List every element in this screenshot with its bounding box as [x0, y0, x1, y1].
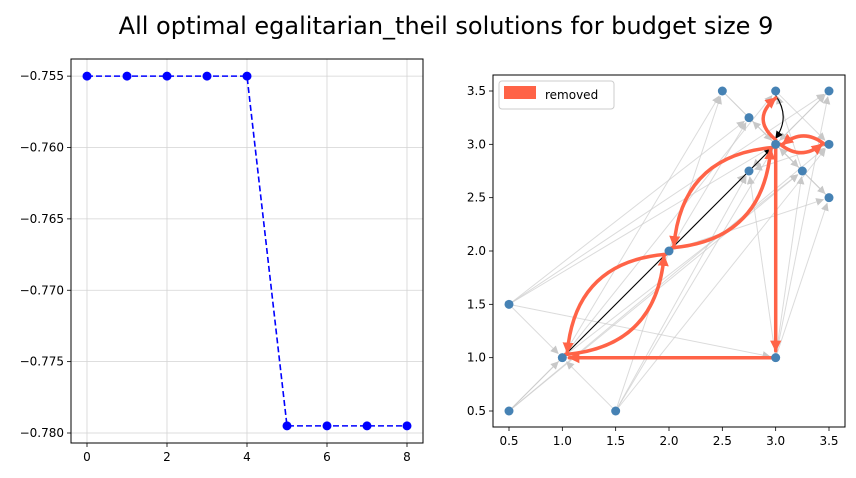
- data-point: [122, 71, 132, 81]
- removed-edge: [563, 254, 669, 357]
- right-axes-frame: [492, 74, 846, 428]
- network-node: [504, 406, 514, 416]
- x-tick-label: 3.0: [766, 434, 785, 448]
- left-ticks: 0 2 4 6 8 −0.755 −0.760 −0.765 −0.770 −0.775 −0.78…: [20, 69, 411, 464]
- y-tick-label: 3.0: [467, 137, 486, 151]
- gray-edge: [511, 307, 559, 354]
- removed-edge: [562, 252, 668, 355]
- data-point: [322, 421, 332, 431]
- x-tick-label: 4: [243, 450, 251, 464]
- data-point: [362, 421, 372, 431]
- removed-edge: [669, 145, 775, 248]
- network-node: [504, 299, 514, 309]
- network-node: [771, 86, 781, 96]
- data-point: [202, 71, 212, 81]
- y-tick-label: −0.765: [20, 212, 64, 226]
- x-tick-label: 2.5: [713, 434, 732, 448]
- x-tick-label: 2: [163, 450, 171, 464]
- network-node: [824, 86, 834, 96]
- black-edge: [775, 95, 784, 139]
- gray-edge: [565, 174, 799, 356]
- y-tick-label: 0.5: [467, 404, 486, 418]
- network-node: [744, 113, 754, 123]
- left-axes-frame: [70, 58, 424, 444]
- gray-edge: [775, 176, 805, 354]
- network-node: [717, 86, 727, 96]
- x-tick-label: 1.5: [606, 434, 625, 448]
- removed-edge: [780, 133, 827, 147]
- gray-edge: [512, 93, 825, 303]
- network-node: [824, 193, 834, 203]
- line-series: [82, 71, 412, 431]
- data-point: [82, 71, 92, 81]
- gray-edge: [778, 93, 826, 141]
- x-tick-label: 0: [83, 450, 91, 464]
- x-tick-label: 3.5: [819, 434, 838, 448]
- network-chart: 0.5 1.0 1.5 2.0 2.5 3.0 3.5 0.5 1.0 1.5 2.0 2.5 3.0 3…: [467, 74, 846, 448]
- network-node: [664, 246, 674, 256]
- gray-edge: [776, 202, 829, 354]
- y-tick-label: −0.780: [20, 426, 64, 440]
- gray-edge: [673, 198, 825, 251]
- x-tick-label: 0.5: [499, 434, 518, 448]
- gray-edge: [670, 122, 747, 248]
- series-line: [87, 75, 407, 427]
- y-tick-label: 2.0: [467, 244, 486, 258]
- y-tick-label: 3.5: [467, 84, 486, 98]
- gray-edge: [566, 361, 613, 409]
- black-edges: [565, 95, 784, 355]
- network-node: [744, 166, 754, 176]
- y-tick-label: −0.755: [20, 69, 64, 83]
- removed-edge: [761, 96, 778, 142]
- y-tick-label: −0.770: [20, 283, 64, 297]
- x-tick-label: 6: [323, 450, 331, 464]
- legend: removed: [498, 80, 615, 110]
- network-node: [611, 406, 621, 416]
- gray-edge: [564, 95, 720, 355]
- y-tick-label: −0.775: [20, 355, 64, 369]
- gray-edge: [512, 120, 745, 302]
- left-grid: [71, 59, 423, 443]
- network-node: [797, 166, 807, 176]
- x-tick-label: 8: [403, 450, 411, 464]
- gray-edge: [617, 175, 747, 408]
- figure-title: All optimal egalitarian_theil solutions …: [119, 12, 774, 40]
- gray-edge: [512, 147, 826, 409]
- legend-swatch-removed: [504, 86, 536, 99]
- right-ticks: 0.5 1.0 1.5 2.0 2.5 3.0 3.5 0.5 1.0 1.5 2.0 2.5 3.0 3…: [467, 84, 839, 448]
- data-point: [402, 421, 412, 431]
- line-chart: 0 2 4 6 8 −0.755 −0.760 −0.765 −0.770 −0.775 −0.78…: [20, 58, 424, 464]
- gray-edge: [564, 95, 773, 355]
- network-node: [824, 139, 834, 149]
- removed-edge: [670, 147, 776, 250]
- x-tick-label: 1.0: [553, 434, 572, 448]
- gray-edge: [513, 304, 771, 360]
- data-point: [282, 421, 292, 431]
- removed-edge: [778, 142, 824, 155]
- data-point: [242, 71, 252, 81]
- gray-edge: [752, 121, 827, 195]
- network-nodes: [504, 86, 834, 416]
- network-node: [557, 353, 567, 363]
- gray-edge: [617, 148, 774, 408]
- legend-label-removed: removed: [545, 88, 598, 102]
- y-tick-label: 1.0: [467, 351, 486, 365]
- y-tick-label: 2.5: [467, 191, 486, 205]
- gray-edges: [511, 93, 831, 409]
- removed-edges: [562, 96, 827, 364]
- gray-edge: [618, 148, 826, 408]
- network-node: [771, 353, 781, 363]
- y-tick-label: 1.5: [467, 297, 486, 311]
- x-tick-label: 2.0: [659, 434, 678, 448]
- y-tick-label: −0.760: [20, 141, 64, 155]
- network-node: [771, 139, 781, 149]
- gray-edge: [511, 361, 559, 409]
- data-point: [162, 71, 172, 81]
